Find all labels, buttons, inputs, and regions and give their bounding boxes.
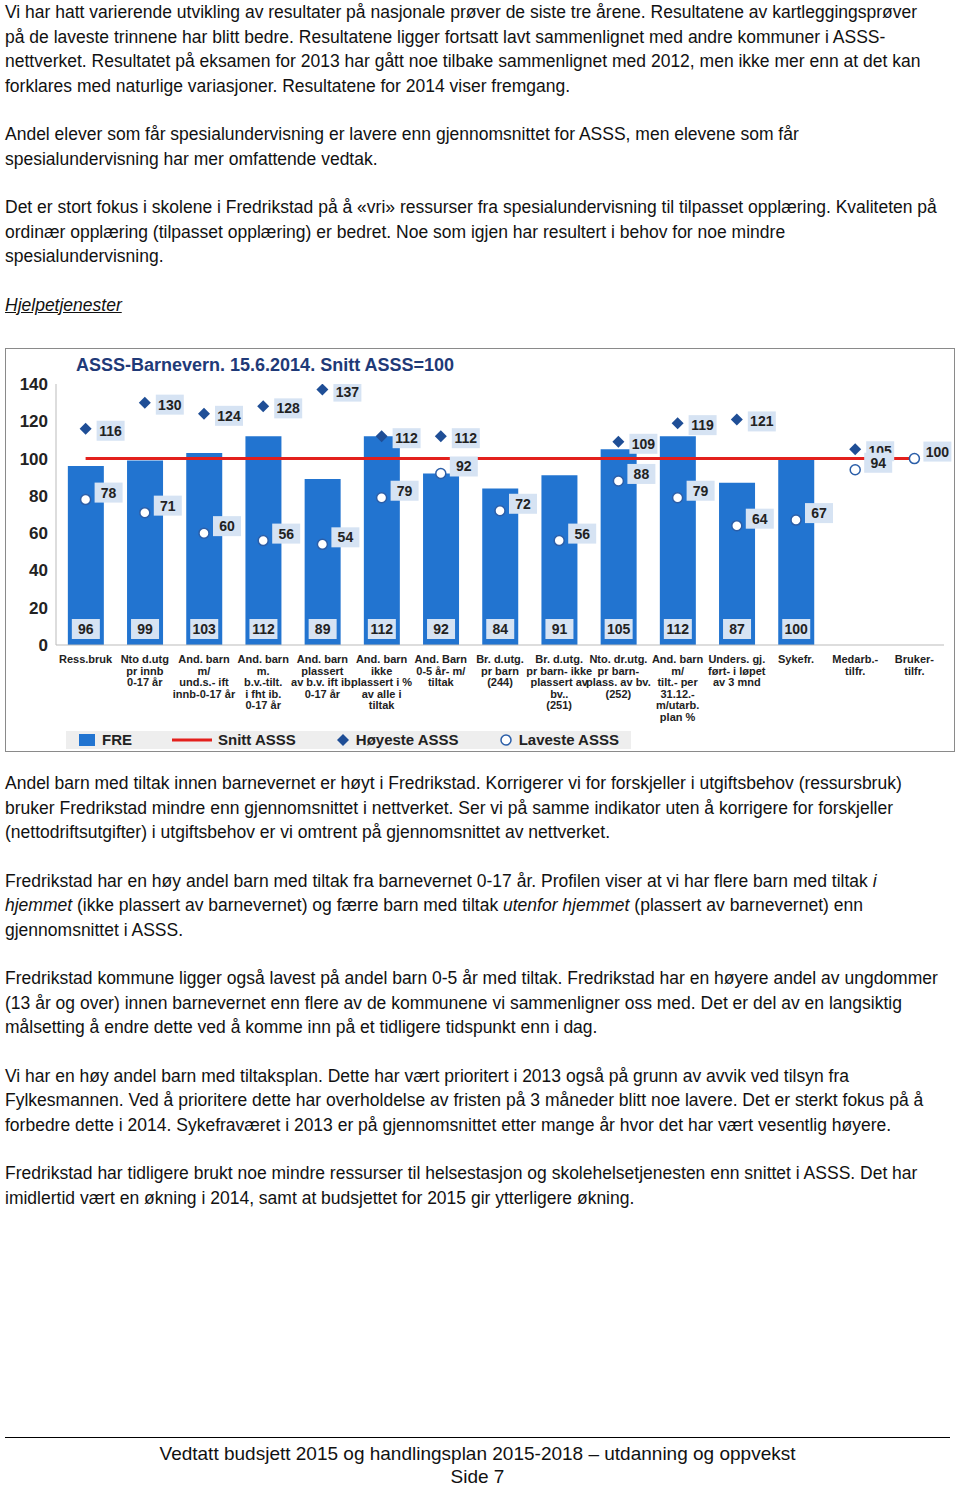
svg-text:84: 84 <box>492 621 508 637</box>
svg-text:And. Barn0-5 år- m/tiltak: And. Barn0-5 år- m/tiltak <box>415 653 468 688</box>
html-text:Fredrikstad kommune ligger ogs: Fredrikstad kommune ligger også lavest p… <box>5 968 938 1037</box>
svg-text:0: 0 <box>39 636 48 655</box>
svg-text:56: 56 <box>574 526 590 542</box>
svg-text:105: 105 <box>607 621 631 637</box>
svg-text:71: 71 <box>160 498 176 514</box>
html-text:Det er stort fokus i skolene i: Det er stort fokus i skolene i Fredrikst… <box>5 197 937 266</box>
svg-text:109: 109 <box>632 436 656 452</box>
svg-text:And. barnm/tilt.- per31.12.-m/: And. barnm/tilt.- per31.12.-m/utarb.plan… <box>652 653 704 723</box>
svg-text:128: 128 <box>277 400 301 416</box>
html-text:Laveste ASSS: Laveste ASSS <box>518 730 619 748</box>
svg-text:79: 79 <box>693 483 709 499</box>
svg-text:121: 121 <box>750 413 774 429</box>
svg-text:103: 103 <box>193 621 217 637</box>
svg-text:100: 100 <box>926 444 950 460</box>
svg-text:Bruker-tilfr.: Bruker-tilfr. <box>895 653 934 677</box>
svg-text:116: 116 <box>99 423 122 439</box>
html-text:Fredrikstad har tidligere bruk: Fredrikstad har tidligere brukt noe mind… <box>5 1163 918 1208</box>
svg-text:And. barnplassertav b.v. ift i: And. barnplassertav b.v. ift ib.0-17 år <box>291 653 354 700</box>
svg-text:112: 112 <box>667 621 690 637</box>
svg-text:And. barnm.b.v.-tilt.i fht ib.: And. barnm.b.v.-tilt.i fht ib.0-17 år <box>238 653 290 711</box>
svg-text:87: 87 <box>729 621 745 637</box>
svg-text:137: 137 <box>336 384 360 400</box>
svg-text:72: 72 <box>515 496 531 512</box>
svg-text:Unders. gj.ført- i løpetav 3 m: Unders. gj.ført- i løpetav 3 mnd <box>708 653 766 688</box>
svg-text:124: 124 <box>217 408 241 424</box>
svg-text:Nto d.utgpr innb0-17 år: Nto d.utgpr innb0-17 år <box>121 653 169 688</box>
html-text:Snitt ASSS: Snitt ASSS <box>218 730 296 748</box>
svg-text:140: 140 <box>20 375 48 394</box>
svg-text:60: 60 <box>29 524 48 543</box>
svg-text:119: 119 <box>691 417 714 433</box>
svg-text:99: 99 <box>137 621 153 637</box>
html-text:Høyeste ASSS: Høyeste ASSS <box>355 730 459 748</box>
svg-text:64: 64 <box>752 511 768 527</box>
svg-text:100: 100 <box>20 450 48 469</box>
svg-text:56: 56 <box>278 526 294 542</box>
html-text:Andel barn med tiltak innen ba: Andel barn med tiltak innen barnevernet … <box>5 773 902 842</box>
svg-text:112: 112 <box>371 621 394 637</box>
svg-text:105: 105 <box>868 443 892 460</box>
html-text:Fredrikstad har en høy andel b: Fredrikstad har en høy andel barn med ti… <box>5 870 877 940</box>
html-text:Vi har hatt varierende utvikli: Vi har hatt varierende utvikling av resu… <box>5 2 921 96</box>
svg-text:112: 112 <box>395 430 418 446</box>
svg-text:54: 54 <box>338 529 354 545</box>
svg-text:67: 67 <box>811 505 827 521</box>
svg-text:94: 94 <box>870 455 886 471</box>
svg-text:60: 60 <box>219 518 235 534</box>
svg-text:89: 89 <box>315 621 331 637</box>
svg-text:92: 92 <box>433 621 449 637</box>
html-text:ASSS-Barnevern. 15.6.2014. Sni: ASSS-Barnevern. 15.6.2014. Snitt ASSS=10… <box>76 355 454 375</box>
html-text:Andel elever som får spesialun: Andel elever som får spesialundervisning… <box>5 124 799 169</box>
svg-text:Medarb.-tilfr.: Medarb.-tilfr. <box>832 653 878 677</box>
html-text:Side 7: Side 7 <box>450 1466 505 1487</box>
svg-text:40: 40 <box>29 561 48 580</box>
svg-text:112: 112 <box>252 621 275 637</box>
svg-text:96: 96 <box>78 621 94 637</box>
svg-text:100: 100 <box>785 621 809 637</box>
html-text:Vi har en høy andel barn med t: Vi har en høy andel barn med tiltaksplan… <box>5 1065 924 1135</box>
html-text:FRE: FRE <box>102 730 132 748</box>
svg-text:92: 92 <box>456 458 472 474</box>
svg-text:Sykefr.: Sykefr. <box>778 653 814 665</box>
html-text:Hjelpetjenester: Hjelpetjenester <box>5 294 122 315</box>
svg-text:And. barnikkeplassert i %av al: And. barnikkeplassert i %av alle itiltak <box>351 653 412 711</box>
svg-text:112: 112 <box>455 430 478 446</box>
svg-text:130: 130 <box>158 397 182 413</box>
svg-text:Nto. dr.utg.pr barn-plass. av: Nto. dr.utg.pr barn-plass. av bv.(252) <box>586 653 651 700</box>
svg-text:20: 20 <box>29 599 48 618</box>
svg-text:88: 88 <box>634 466 650 482</box>
svg-text:And. barnm/und.s.- iftinnb-0-1: And. barnm/und.s.- iftinnb-0-17 år <box>173 653 236 700</box>
svg-text:Br. d.utg.pr barn- ikkeplasser: Br. d.utg.pr barn- ikkeplassert avbv..(2… <box>526 653 592 711</box>
html-text:Vedtatt budsjett 2015 og handl: Vedtatt budsjett 2015 og handlingsplan 2… <box>159 1443 796 1464</box>
svg-text:79: 79 <box>397 483 413 499</box>
svg-text:120: 120 <box>20 412 48 431</box>
svg-text:91: 91 <box>552 621 568 637</box>
svg-text:Ress.bruk: Ress.bruk <box>59 653 113 665</box>
svg-text:80: 80 <box>29 487 48 506</box>
svg-text:78: 78 <box>101 485 117 501</box>
svg-text:Br. d.utg.pr barn(244): Br. d.utg.pr barn(244) <box>476 653 524 688</box>
